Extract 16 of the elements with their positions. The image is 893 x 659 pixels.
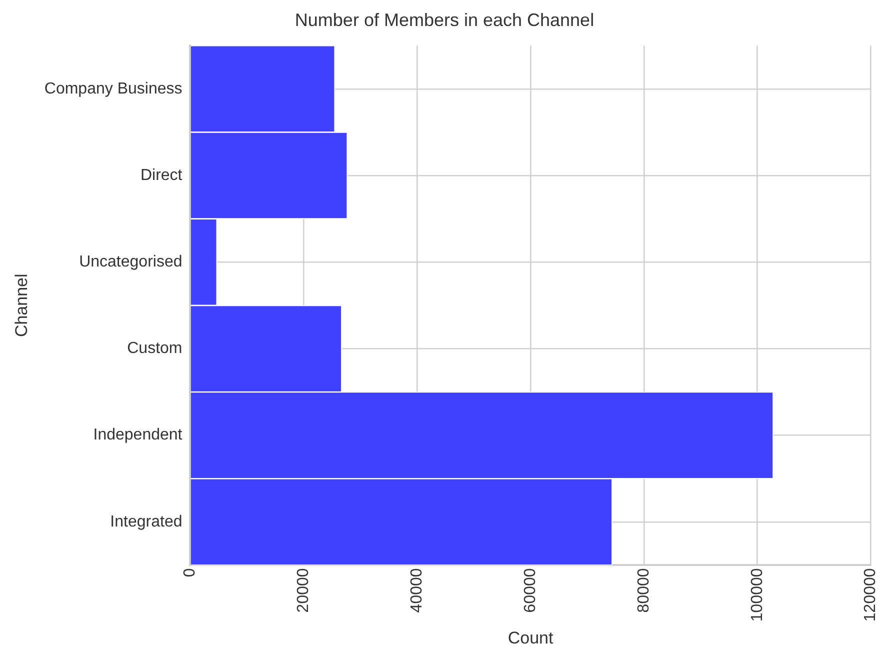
x-tick-label: 20000: [295, 568, 312, 613]
chart-title: Number of Members in each Channel: [294, 10, 594, 30]
x-tick-label: 80000: [635, 568, 652, 613]
y-tick-label: Integrated: [110, 513, 182, 530]
y-tick-label: Company Business: [44, 80, 182, 98]
x-tick-label: 120000: [862, 568, 880, 622]
y-tick-label: Uncategorised: [79, 254, 182, 271]
x-tick-label: 40000: [408, 568, 426, 613]
x-axis-title: Count: [508, 628, 554, 648]
y-axis-title: Channel: [12, 274, 31, 338]
x-tick-label: 0: [182, 568, 199, 578]
y-tick-label: Custom: [127, 340, 182, 358]
x-tick-label: 100000: [748, 568, 766, 622]
y-tick-label: Direct: [140, 166, 183, 184]
x-tick-label: 60000: [522, 568, 539, 613]
y-tick-label: Independent: [93, 426, 183, 444]
